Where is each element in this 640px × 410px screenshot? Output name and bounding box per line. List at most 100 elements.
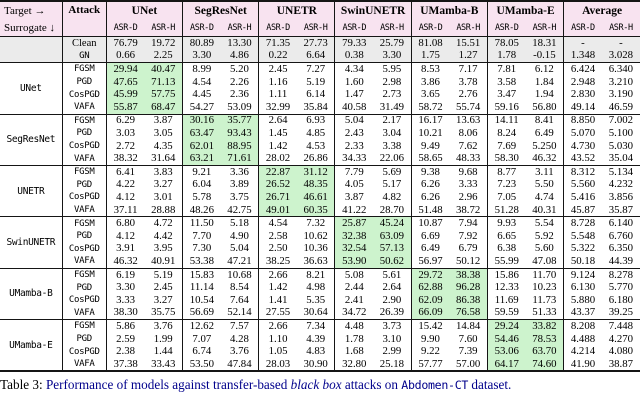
value-cell: 3.30 — [382, 49, 402, 62]
value-cell: 7.002 — [608, 114, 634, 127]
value-cell: 71.61 — [220, 152, 259, 166]
attack-label: VAFA — [61, 357, 107, 372]
model-header-unet: UNet — [105, 1, 183, 19]
value-cell: 5.04 — [229, 242, 249, 255]
value-cell: 1.94 — [534, 88, 554, 101]
value-cell: 33.82 — [525, 319, 564, 333]
attack-label: PGD — [61, 332, 107, 346]
value-cell: 31.64 — [151, 152, 176, 165]
value-cell: 53.38 — [182, 255, 221, 269]
value-cell: 46.61 — [296, 191, 335, 204]
value-cell: 3.78 — [458, 75, 478, 88]
value-cell: 2.26 — [229, 75, 249, 88]
value-cell: 39.25 — [608, 306, 634, 319]
attack-label: VAFA — [61, 100, 107, 115]
value-cell: 45.87 — [563, 203, 602, 217]
value-cell: 3.27 — [153, 178, 173, 191]
value-cell: 8.54 — [229, 281, 249, 294]
value-cell: 32.80 — [334, 357, 374, 372]
value-cell: 9.124 — [563, 268, 602, 282]
value-cell: 7.94 — [458, 217, 478, 230]
attack-label: FGSM — [61, 114, 107, 128]
value-cell: 1.78 — [334, 332, 374, 346]
table-row: CosPGD 2.38 1.44 6.74 3.76 1.05 4.83 1.68 2.99 9.… — [0, 345, 640, 358]
surrogate-name: UMamba-E — [9, 339, 53, 351]
value-cell: 32.38 — [334, 229, 374, 243]
value-cell: 3.76 — [153, 319, 173, 332]
value-cell: 5.95 — [382, 63, 402, 76]
value-cell: 6.340 — [608, 63, 634, 76]
value-cell: 1.47 — [334, 88, 374, 101]
value-cell: 1.60 — [334, 75, 374, 89]
value-cell: 58.30 — [486, 152, 526, 166]
subcolumn-header: ASR-H — [380, 22, 404, 33]
attack-label: VAFA — [61, 255, 107, 269]
value-cell: 8.53 — [410, 62, 450, 76]
table-row: PGD 4.22 3.27 6.04 3.89 26.52 48.35 4.05 5.17 6.2… — [0, 178, 640, 192]
value-cell: 48.35 — [296, 178, 335, 192]
table-row: VAFA 46.32 40.91 53.38 47.21 38.25 36.63 53.90 5… — [0, 255, 640, 269]
value-cell: 7.07 — [182, 332, 221, 346]
value-cell: 2.64 — [258, 114, 297, 128]
value-cell: 4.45 — [182, 88, 221, 101]
value-cell: 7.448 — [608, 319, 634, 332]
value-cell: 71.35 — [258, 36, 297, 50]
surrogate-group-swinunetr: SwinUNETR FGSM 6.80 4.72 11.50 5.18 4.54 7.32 25… — [0, 216, 640, 269]
value-cell: 5.08 — [334, 268, 374, 282]
value-cell: 3.03 — [105, 127, 145, 140]
value-cell: 45.24 — [373, 216, 412, 230]
value-cell: 1.68 — [334, 345, 374, 358]
value-cell: 48.26 — [182, 203, 221, 217]
value-cell: 35.87 — [608, 203, 634, 216]
value-cell: 10.54 — [182, 293, 221, 307]
value-cell: 7.34 — [306, 319, 326, 332]
value-cell: 62.88 — [410, 281, 450, 294]
table-row: PGD 4.12 4.42 7.70 4.90 2.58 10.62 32.38 63.09 6.… — [0, 229, 640, 243]
value-cell: 28.88 — [151, 203, 176, 216]
attack-label: VAFA — [61, 306, 107, 320]
subcolumn-header: ASR-D — [486, 19, 526, 37]
value-cell: 3.89 — [229, 178, 249, 191]
value-cell: 3.856 — [608, 191, 634, 204]
attack-label: CosPGD — [61, 242, 107, 256]
value-cell: 54.46 — [486, 332, 526, 346]
value-cell: 44.39 — [608, 255, 634, 267]
value-cell: 57.13 — [373, 242, 412, 256]
subcolumn-header: ASR-H — [609, 22, 633, 33]
surrogate-group-unet: UNet FGSM 29.94 40.47 8.99 5.20 2.45 7.27 4.34 5.… — [0, 62, 640, 115]
value-cell: 30.90 — [303, 357, 328, 370]
header-row-2: Surrogate ↓ ASR-D ASR-H ASR-D ASR-H ASR-D ASR-… — [0, 19, 640, 37]
attack-label: CosPGD — [61, 88, 107, 101]
table-row: PGD 47.65 71.13 4.54 2.26 1.16 5.19 1.60 2.98 3.8… — [0, 75, 640, 89]
value-cell: 18.31 — [532, 36, 557, 49]
surrogate-group-umamba-b: UMamba-B FGSM 6.19 5.19 15.83 10.68 2.66 8.21 5.… — [0, 268, 640, 320]
value-cell: 42.75 — [227, 203, 252, 216]
value-cell: 13.30 — [227, 36, 252, 49]
value-cell: 40.58 — [334, 100, 374, 115]
value-cell: 8.24 — [486, 127, 526, 140]
value-cell: 2.33 — [334, 139, 374, 153]
table-row: Clean 76.79 19.72 80.89 13.30 71.35 27.73 79.33… — [0, 36, 640, 50]
value-cell: 45.99 — [105, 88, 145, 101]
value-cell: 38.38 — [449, 268, 488, 282]
value-cell: 1.348 — [563, 49, 602, 63]
value-cell: 86.38 — [449, 293, 488, 307]
value-cell: 3.75 — [229, 191, 249, 204]
attack-label: PGD — [61, 229, 107, 243]
value-cell: 7.79 — [334, 165, 374, 179]
value-cell: 76.79 — [105, 36, 145, 50]
value-cell: 38.25 — [258, 255, 297, 269]
value-cell: 5.322 — [563, 242, 602, 256]
value-cell: 4.12 — [105, 191, 145, 204]
value-cell: 1.27 — [458, 49, 478, 62]
value-cell: 40.91 — [151, 255, 176, 267]
baseline-rows: Clean 76.79 19.72 80.89 13.30 71.35 27.73 79.33… — [0, 36, 640, 63]
table-row: UNETR FGSM 6.41 3.83 9.21 3.36 22.87 31.12 7.79 5… — [0, 165, 640, 197]
value-cell: 11.73 — [532, 293, 557, 306]
attack-label: FGSM — [61, 268, 107, 282]
value-cell: 41.22 — [334, 203, 374, 217]
value-cell: 76.58 — [449, 306, 488, 320]
value-cell: 96.28 — [449, 281, 488, 294]
attack-label: PGD — [61, 281, 107, 294]
value-cell: 47.84 — [227, 357, 252, 370]
